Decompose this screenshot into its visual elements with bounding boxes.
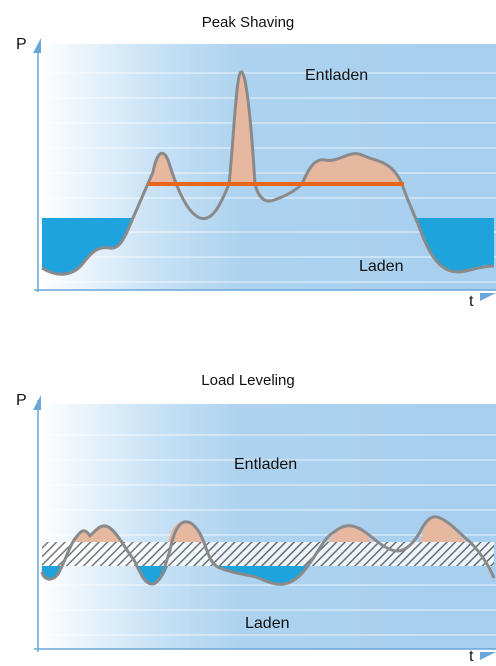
charge-area-left bbox=[42, 218, 133, 275]
discharge-hump-4 bbox=[420, 517, 466, 542]
charge-dip-3 bbox=[218, 566, 308, 585]
x-axis-label: t bbox=[469, 293, 474, 310]
charge-region-label: Laden bbox=[245, 615, 290, 632]
charge-region-label: Laden bbox=[359, 258, 404, 275]
y-axis-label: P bbox=[16, 392, 27, 409]
load-curve bbox=[40, 515, 496, 586]
x-axis-label: t bbox=[469, 648, 474, 665]
peak-shaving-plot bbox=[33, 38, 496, 301]
load-leveling-plot bbox=[33, 395, 496, 660]
discharge-region-label: Entladen bbox=[305, 67, 369, 84]
x-axis-arrow bbox=[480, 293, 496, 301]
x-axis-arrow bbox=[480, 652, 496, 660]
charge-dip-1 bbox=[42, 566, 62, 580]
load-leveling-diagram: Load Leveling P t bbox=[0, 360, 496, 665]
plot-background bbox=[38, 44, 496, 290]
discharge-peak-main bbox=[229, 71, 255, 184]
diagram-title: Peak Shaving bbox=[201, 14, 295, 31]
y-axis-arrow bbox=[33, 38, 41, 53]
leveling-band bbox=[42, 542, 494, 566]
y-axis-arrow bbox=[33, 395, 41, 410]
y-axis-label: P bbox=[16, 36, 27, 53]
plot-background bbox=[38, 404, 496, 649]
peak-shaving-diagram: Peak Shaving P t bbox=[0, 0, 496, 310]
diagram-title: Load Leveling bbox=[201, 372, 295, 389]
discharge-region-label: Entladen bbox=[234, 456, 298, 473]
